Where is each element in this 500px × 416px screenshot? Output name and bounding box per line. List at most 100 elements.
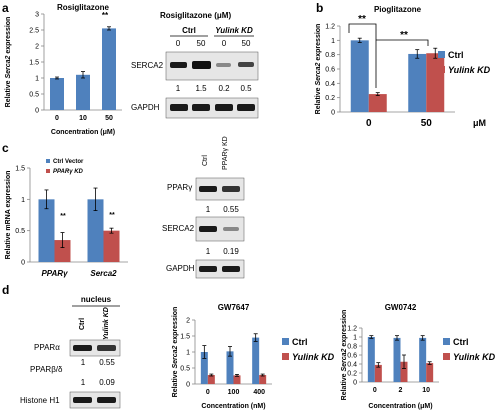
bar — [226, 351, 234, 384]
y-tick-label: 1 — [21, 197, 25, 204]
significance-marker: ** — [358, 14, 366, 25]
legend-label: Ctrl — [292, 337, 308, 347]
blot-d-row-pparbd-label: PPARβ/δ — [30, 365, 63, 374]
y-tick-label: 0 — [21, 260, 25, 267]
y-tick-label: 1 — [353, 335, 357, 342]
blot-c-serca2-band-2 — [223, 227, 239, 231]
bar — [426, 53, 445, 112]
blot-d-pparbd-gel — [70, 366, 120, 368]
y-tick-label: 1 — [331, 38, 335, 45]
blot-c-ppar-value-1: 1 — [206, 205, 211, 214]
blot-a-gapdh-gel — [165, 97, 259, 119]
y-tick-label: 0.2 — [347, 371, 357, 378]
bar — [259, 375, 267, 384]
y-axis-label: Relative Serca2 expression — [341, 310, 348, 401]
legend-swatch — [282, 353, 289, 360]
blot-d-row-histone-label: Histone H1 — [20, 396, 60, 405]
blot-c-row-ppar-label: PPARγ — [167, 183, 192, 192]
chart-title: Rosiglitazone — [57, 3, 110, 12]
blot-c-gapdh-band-2 — [222, 266, 240, 272]
chart-a-rosiglitazone: Rosiglitazone 0 0.5 1 1.5 2 2.5 3 Relative Serca… — [5, 3, 122, 136]
chart-title: GW0742 — [385, 303, 417, 312]
x-tick-label: 2 — [399, 387, 403, 394]
blot-c: Ctrl PPARγ KD PPARγ 1 0.55 SERCA2 1 0.19… — [162, 136, 245, 279]
bar — [38, 199, 55, 262]
blot-c-ppar-gel — [195, 177, 245, 201]
blot-d-ppara-gel — [69, 339, 121, 357]
y-tick-label: 0 — [353, 380, 357, 387]
y-tick-label: 1.5 — [15, 166, 25, 173]
legend-swatch — [46, 169, 50, 173]
blot-a-serca2-value-4: 0.5 — [240, 84, 252, 93]
blot-d-histone-gel — [69, 391, 121, 409]
blot-c-gapdh-band-1 — [199, 266, 217, 272]
legend-swatch — [438, 51, 445, 58]
blot-d-ppara-band-1 — [73, 345, 92, 351]
bar — [368, 94, 387, 112]
y-axis-label: Relative Serca2 expression — [172, 307, 179, 398]
x-tick-label: 0 — [55, 115, 59, 122]
blot-d-pparbd-value-1: 1 — [81, 378, 86, 387]
bar — [419, 337, 427, 382]
x-tick-label: Serca2 — [90, 269, 117, 278]
bar — [426, 363, 434, 382]
legend-label: Yulink KD — [292, 352, 335, 362]
blot-a-serca2-band-3 — [216, 63, 231, 67]
blot-d: nucleus Ctrl Yulink KD PPARα 1 0.55 PPAR… — [20, 295, 121, 409]
y-tick-label: 0.4 — [325, 81, 335, 88]
legend-label: Ctrl Vector — [53, 159, 84, 165]
bar — [367, 337, 375, 382]
y-tick-label: 2 — [35, 44, 39, 51]
blot-d-ppara-value-1: 1 — [81, 358, 86, 367]
blot-c-row-serca2-label: SERCA2 — [162, 224, 195, 233]
blot-c-serca2-value-1: 1 — [206, 247, 211, 256]
bar — [103, 230, 120, 262]
y-tick-label: 0.5 — [180, 366, 190, 373]
bar — [102, 28, 116, 110]
bar — [350, 40, 369, 113]
legend-swatch — [443, 353, 450, 360]
x-tick-label: 400 — [253, 389, 265, 396]
panel-letter-b: b — [316, 1, 323, 15]
blot-c-lane-2: PPARγ KD — [222, 136, 229, 170]
legend-label: Ctrl — [453, 337, 469, 347]
blot-c-row-gapdh-label: GAPDH — [166, 264, 195, 273]
panel-letter-a: a — [2, 1, 9, 15]
y-tick-label: 1.2 — [325, 24, 335, 31]
legend-label: PPARγ KD — [53, 169, 84, 175]
y-tick-label: 1.2 — [347, 326, 357, 333]
blot-c-serca2-value-2: 0.19 — [223, 247, 239, 256]
y-axis-label: Relative Serca2 expression — [315, 24, 322, 115]
blot-a-row-gapdh-label: GAPDH — [131, 103, 160, 112]
blot-a-serca2-band-4 — [238, 62, 254, 67]
y-tick-label: 0.4 — [347, 362, 357, 369]
x-axis-label: Concentration (nM) — [201, 403, 265, 410]
y-axis-label: Relative mRNA expression — [5, 171, 12, 260]
bar — [393, 337, 401, 382]
y-tick-label: 2.5 — [29, 28, 39, 35]
blot-d-histone-band-2 — [97, 397, 116, 403]
panel-letter-c: c — [2, 141, 9, 155]
significance-bracket — [348, 23, 377, 88]
blot-a-title: Rosiglitazone (μM) — [160, 11, 231, 20]
blot-d-title: nucleus — [81, 295, 112, 304]
legend-swatch — [46, 159, 50, 163]
y-tick-label: 1.5 — [180, 334, 190, 341]
chart-title: GW7647 — [218, 303, 250, 312]
legend-label: Ctrl — [448, 50, 464, 60]
y-axis-label: Relative Serca2 expression — [5, 17, 12, 108]
bar — [50, 78, 64, 110]
significance-marker: ** — [109, 212, 115, 219]
legend-swatch — [282, 338, 289, 345]
y-tick-label: 0.2 — [325, 95, 335, 102]
bar — [87, 199, 104, 262]
blot-c-serca2-band-1 — [199, 226, 217, 232]
blot-a-lane-4: 50 — [242, 39, 251, 48]
blot-a-gapdh-band-2 — [192, 104, 210, 111]
blot-c-ppar-value-2: 0.55 — [223, 205, 239, 214]
significance-bracket — [376, 39, 429, 46]
y-tick-label: 0 — [186, 382, 190, 389]
blot-d-lane-1: Ctrl — [79, 318, 86, 330]
blot-a-serca2-value-1: 1 — [176, 84, 181, 93]
